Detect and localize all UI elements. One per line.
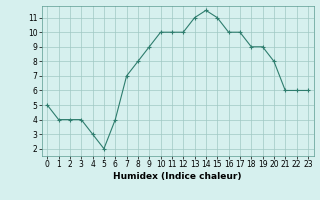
- X-axis label: Humidex (Indice chaleur): Humidex (Indice chaleur): [113, 172, 242, 181]
